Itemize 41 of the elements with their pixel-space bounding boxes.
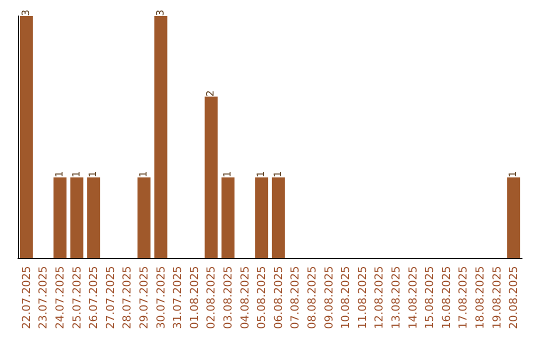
x-tick-label: 29.07.2025: [138, 266, 150, 330]
data-label: 1: [256, 170, 268, 178]
x-tick-label: 06.08.2025: [272, 266, 285, 330]
x-tick-label: 01.08.2025: [188, 266, 201, 330]
x-tick-label: 18.08.2025: [474, 266, 486, 330]
data-label: 3: [155, 10, 166, 16]
x-tick-label: 28.07.2025: [120, 266, 134, 330]
data-label: 3: [20, 10, 32, 16]
x-tick-label: 30.07.2025: [154, 266, 168, 330]
x-tick-label: 04.08.2025: [238, 266, 252, 330]
x-tick-label: 10.08.2025: [339, 266, 352, 330]
x-tick-label: 11.08.2025: [356, 266, 369, 330]
x-tick-label: 12.08.2025: [372, 266, 386, 330]
x-tick-label: 17.08.2025: [456, 266, 470, 330]
x-tick-label: 07.08.2025: [288, 266, 302, 330]
data-label: 1: [71, 170, 82, 178]
data-label: 1: [88, 170, 100, 178]
x-tick-label: 24.07.2025: [54, 266, 66, 330]
data-label: 2: [206, 90, 217, 97]
x-tick-label: 26.07.2025: [87, 266, 100, 330]
x-tick-label: 03.08.2025: [222, 266, 234, 330]
data-label: 1: [272, 170, 284, 178]
x-tick-label: 22.07.2025: [20, 266, 33, 330]
x-tick-label: 25.07.2025: [70, 266, 84, 330]
x-tick-label: 13.08.2025: [390, 266, 402, 330]
data-label: 1: [138, 170, 150, 178]
data-label: 1: [54, 170, 66, 178]
x-tick-label: 05.08.2025: [255, 266, 268, 330]
data-label: 1: [222, 170, 234, 178]
x-tick-label: 16.08.2025: [440, 266, 453, 330]
data-label: 1: [508, 170, 520, 178]
x-tick-label: 20.08.2025: [507, 266, 520, 330]
x-tick-label: 08.08.2025: [306, 266, 318, 330]
x-tick-label: 27.07.2025: [104, 266, 117, 330]
x-tick-label: 02.08.2025: [204, 266, 218, 330]
x-tick-label: 09.08.2025: [322, 266, 336, 330]
x-tick-label: 31.07.2025: [171, 266, 184, 330]
x-tick-label: 19.08.2025: [490, 266, 504, 330]
x-tick-label: 23.07.2025: [36, 266, 50, 330]
x-tick-label: 14.08.2025: [406, 266, 420, 330]
x-tick-label: 15.08.2025: [423, 266, 436, 330]
